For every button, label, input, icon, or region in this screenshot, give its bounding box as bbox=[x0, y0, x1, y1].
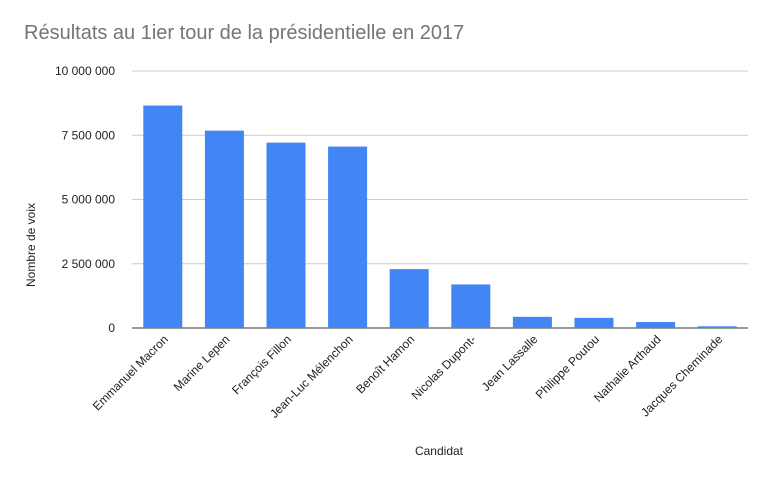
x-tick-label: Marine Lepen bbox=[171, 332, 233, 394]
bar bbox=[143, 105, 183, 328]
bar bbox=[451, 284, 491, 328]
y-axis-title: Nombre de voix bbox=[24, 203, 38, 287]
y-tick-label: 0 bbox=[108, 321, 115, 335]
chart-title: Résultats au 1ier tour de la présidentie… bbox=[24, 22, 465, 44]
bar bbox=[512, 316, 552, 328]
bar bbox=[574, 317, 614, 328]
x-tick-label: François Fillon bbox=[229, 332, 294, 397]
y-tick-label: 7 500 000 bbox=[62, 128, 116, 142]
y-tick-label: 10 000 000 bbox=[55, 64, 115, 78]
x-tick-label: Philippe Poutou bbox=[533, 332, 602, 401]
y-tick-labels: 0 2 500 000 5 000 000 7 500 000 10 000 000 bbox=[55, 64, 115, 335]
y-tick-label: 2 500 000 bbox=[62, 257, 116, 271]
x-axis-title: Candidat bbox=[415, 444, 464, 458]
x-tick-label: Emmanuel Macron bbox=[90, 332, 171, 413]
bar bbox=[204, 130, 244, 328]
x-tick-label: Nicolas Dupont- bbox=[409, 332, 479, 402]
bar bbox=[636, 322, 676, 328]
bar bbox=[266, 142, 306, 328]
bar bbox=[389, 269, 429, 328]
x-tick-label: Jean Lassalle bbox=[479, 332, 541, 394]
bar bbox=[328, 146, 368, 328]
bars bbox=[143, 105, 737, 328]
bar bbox=[697, 326, 737, 328]
y-tick-label: 5 000 000 bbox=[62, 193, 116, 207]
x-tick-label: Benoît Hamon bbox=[353, 332, 417, 396]
